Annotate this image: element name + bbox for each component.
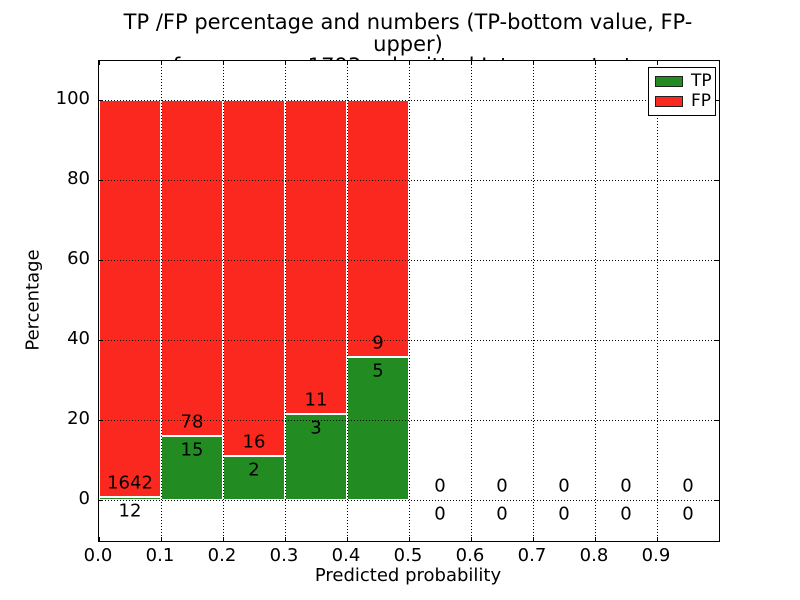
vertical-gridline: [285, 61, 286, 541]
fp-count-annotation: 16: [242, 431, 266, 453]
x-tick-label: 0.3: [269, 545, 299, 566]
x-tick-label: 0.4: [331, 545, 361, 566]
y-tick-mark: [99, 260, 103, 262]
x-tick-mark: [409, 61, 410, 65]
plot-area: TP FP 1642 12 78 15 16 2 11 3 9 5 0 0 0 0 0 0 0 0 0 0: [98, 60, 720, 542]
fp-count-annotation: 0: [682, 475, 694, 497]
x-tick-mark: [409, 537, 410, 541]
y-tick-label: 80: [67, 168, 90, 190]
x-tick-mark: [285, 61, 286, 65]
x-tick-mark: [533, 537, 534, 541]
x-tick-mark: [223, 537, 224, 541]
x-tick-mark: [161, 61, 162, 65]
vertical-gridline: [471, 61, 472, 541]
y-tick-label: 40: [67, 328, 90, 350]
fp-count-annotation: 9: [372, 332, 384, 354]
y-tick-label: 0: [78, 488, 90, 510]
tp-count-annotation: 0: [496, 503, 508, 525]
tp-count-annotation: 5: [372, 360, 384, 382]
y-tick-mark: [715, 180, 719, 182]
tp-bar-segment: [161, 435, 223, 501]
fp-bar-segment: [161, 100, 223, 436]
tp-bar-segment: [285, 414, 347, 501]
x-tick-mark: [285, 537, 286, 541]
x-tick-label: 0.8: [579, 545, 609, 566]
y-tick-label: 100: [55, 88, 90, 110]
x-tick-mark: [347, 61, 348, 65]
y-tick-mark: [715, 420, 719, 422]
fp-count-annotation: 1642: [107, 472, 153, 494]
legend-item-fp: FP: [655, 93, 715, 110]
y-tick-mark: [715, 100, 719, 102]
x-tick-mark: [657, 61, 658, 65]
tp-bar-segment: [347, 357, 409, 501]
tp-count-annotation: 0: [434, 503, 446, 525]
x-tick-mark: [533, 61, 534, 65]
x-axis-label: Predicted probability: [314, 565, 502, 586]
x-tick-mark: [99, 61, 100, 65]
fp-legend-label: FP: [691, 91, 712, 111]
fp-bar-segment: [99, 100, 161, 498]
fp-count-annotation: 0: [496, 475, 508, 497]
vertical-gridline: [595, 61, 596, 541]
legend-item-tp: TP: [655, 73, 715, 90]
y-tick-mark: [715, 340, 719, 342]
tp-count-annotation: 15: [180, 439, 204, 461]
fp-bar-segment: [223, 100, 285, 456]
fp-count-annotation: 78: [180, 411, 204, 433]
tp-legend-label: TP: [691, 71, 712, 91]
vertical-gridline: [533, 61, 534, 541]
x-tick-label: 0.1: [145, 545, 175, 566]
y-tick-mark: [715, 260, 719, 262]
tp-count-annotation: 0: [682, 503, 694, 525]
x-tick-label: 0.6: [455, 545, 485, 566]
vertical-gridline: [223, 61, 224, 541]
y-tick-mark: [99, 340, 103, 342]
chart-title-line-1: TP /FP percentage and numbers (TP-bottom…: [123, 10, 693, 56]
fp-legend-swatch: [655, 96, 683, 107]
x-tick-mark: [99, 537, 100, 541]
vertical-gridline: [409, 61, 410, 541]
y-tick-mark: [99, 100, 103, 102]
x-tick-mark: [657, 537, 658, 541]
x-tick-mark: [595, 537, 596, 541]
vertical-gridline: [347, 61, 348, 541]
fp-count-annotation: 0: [434, 475, 446, 497]
legend: TP FP: [648, 67, 716, 116]
tp-count-annotation: 12: [118, 500, 142, 522]
x-tick-label: 0.7: [517, 545, 547, 566]
vertical-gridline: [657, 61, 658, 541]
y-tick-mark: [99, 420, 103, 422]
tp-legend-swatch: [655, 76, 683, 87]
y-tick-mark: [99, 500, 103, 502]
x-tick-label: 0.9: [641, 545, 671, 566]
tp-bar-segment: [99, 497, 161, 501]
y-tick-mark: [715, 500, 719, 502]
x-tick-mark: [161, 537, 162, 541]
x-tick-mark: [223, 61, 224, 65]
x-tick-label: 0.0: [83, 545, 113, 566]
y-tick-mark: [99, 180, 103, 182]
y-tick-label: 20: [67, 408, 90, 430]
fp-count-annotation: 0: [558, 475, 570, 497]
fp-bar-segment: [285, 100, 347, 415]
tp-bar-segment: [223, 455, 285, 501]
y-tick-label: 60: [67, 248, 90, 270]
x-tick-mark: [347, 537, 348, 541]
x-tick-label: 0.5: [393, 545, 423, 566]
fp-count-annotation: 11: [304, 389, 328, 411]
tp-count-annotation: 0: [620, 503, 632, 525]
x-tick-label: 0.2: [207, 545, 237, 566]
tp-count-annotation: 3: [310, 417, 322, 439]
x-tick-mark: [471, 537, 472, 541]
tp-count-annotation: 0: [558, 503, 570, 525]
fp-bar-segment: [347, 100, 409, 358]
x-tick-mark: [471, 61, 472, 65]
tp-count-annotation: 2: [248, 459, 260, 481]
vertical-gridline: [161, 61, 162, 541]
x-tick-mark: [595, 61, 596, 65]
fp-count-annotation: 0: [620, 475, 632, 497]
